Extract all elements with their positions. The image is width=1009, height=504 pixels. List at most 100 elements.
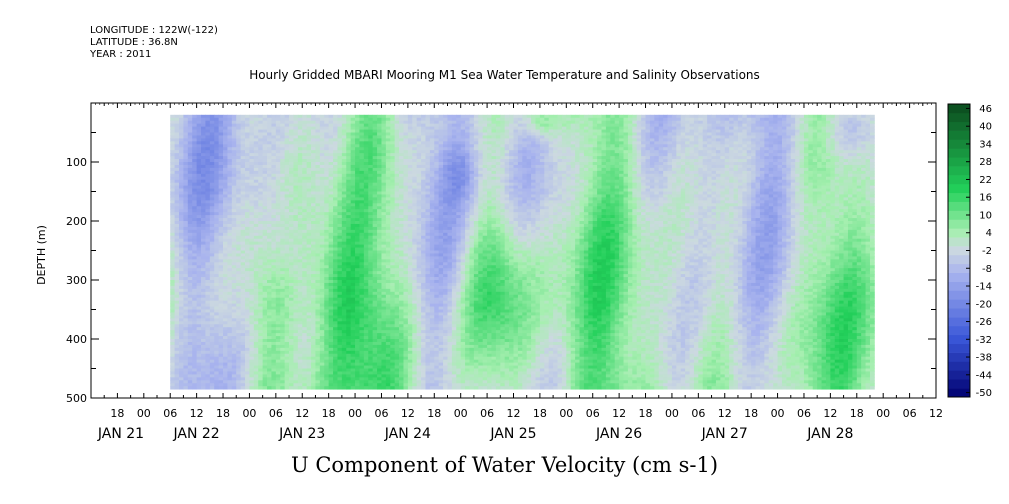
heatmap-cell bbox=[284, 380, 290, 384]
heatmap-cell bbox=[328, 253, 334, 257]
heatmap-cell bbox=[218, 374, 224, 378]
heatmap-cell bbox=[218, 271, 224, 275]
heatmap-cell bbox=[289, 344, 294, 349]
heatmap-cell bbox=[271, 203, 277, 207]
heatmap-cell bbox=[324, 297, 330, 302]
heatmap-cell bbox=[262, 164, 268, 169]
heatmap-cell bbox=[253, 229, 259, 234]
heatmap-cell bbox=[346, 259, 352, 263]
heatmap-cell bbox=[262, 223, 268, 228]
heatmap-cell bbox=[350, 271, 356, 275]
heatmap-cell bbox=[341, 353, 347, 358]
heatmap-cell bbox=[174, 368, 180, 372]
heatmap-cell bbox=[187, 277, 193, 281]
heatmap-cell bbox=[359, 188, 365, 192]
heatmap-cell bbox=[284, 282, 290, 287]
heatmap-cell bbox=[293, 365, 299, 369]
heatmap-cell bbox=[280, 374, 286, 378]
heatmap-cell bbox=[399, 185, 404, 189]
heatmap-cell bbox=[289, 132, 294, 136]
heatmap-cell bbox=[337, 120, 343, 125]
heatmap-cell bbox=[324, 262, 330, 266]
heatmap-cell bbox=[187, 371, 193, 375]
heatmap-cell bbox=[214, 135, 220, 139]
heatmap-cell bbox=[258, 114, 264, 119]
heatmap-cell bbox=[209, 162, 215, 166]
heatmap-cell bbox=[385, 374, 391, 378]
heatmap-cell bbox=[302, 315, 308, 319]
heatmap-cell bbox=[350, 247, 356, 251]
heatmap-cell bbox=[363, 265, 369, 269]
heatmap-cell bbox=[381, 162, 387, 166]
heatmap-cell bbox=[192, 241, 198, 245]
heatmap-cell bbox=[227, 365, 233, 369]
heatmap-cell bbox=[262, 114, 268, 119]
heatmap-cell bbox=[253, 212, 259, 216]
heatmap-cell bbox=[245, 262, 250, 266]
heatmap-cell bbox=[311, 285, 316, 290]
heatmap-cell bbox=[192, 294, 198, 299]
heatmap-cell bbox=[223, 259, 228, 263]
heatmap-cell bbox=[289, 350, 294, 355]
heatmap-cell bbox=[381, 341, 387, 346]
heatmap-cell bbox=[319, 386, 325, 390]
heatmap-cell bbox=[385, 226, 391, 231]
heatmap-cell bbox=[223, 244, 228, 248]
heatmap-cell bbox=[390, 274, 396, 278]
heatmap-cell bbox=[179, 288, 184, 293]
heatmap-cell bbox=[280, 333, 286, 337]
heatmap-cell bbox=[399, 383, 404, 387]
heatmap-cell bbox=[205, 330, 211, 334]
heatmap-cell bbox=[174, 306, 180, 310]
heatmap-cell bbox=[249, 282, 255, 287]
heatmap-cell bbox=[350, 170, 356, 175]
heatmap-cell bbox=[262, 347, 268, 352]
heatmap-cell bbox=[337, 306, 343, 310]
heatmap-cell bbox=[205, 212, 211, 216]
heatmap-cell bbox=[227, 179, 233, 184]
heatmap-cell bbox=[275, 114, 281, 119]
heatmap-cell bbox=[196, 153, 202, 157]
heatmap-cell bbox=[223, 368, 228, 372]
heatmap-cell bbox=[377, 191, 382, 195]
heatmap-cell bbox=[240, 380, 246, 384]
heatmap-cell bbox=[381, 167, 387, 172]
heatmap-cell bbox=[262, 330, 268, 334]
heatmap-cell bbox=[394, 215, 400, 219]
heatmap-cell bbox=[170, 232, 176, 237]
heatmap-cell bbox=[170, 218, 176, 222]
heatmap-cell bbox=[236, 374, 242, 378]
heatmap-cell bbox=[372, 356, 378, 361]
heatmap-cell bbox=[324, 129, 330, 133]
heatmap-cell bbox=[223, 353, 228, 358]
heatmap-cell bbox=[170, 250, 176, 254]
heatmap-cell bbox=[275, 200, 281, 204]
heatmap-cell bbox=[355, 135, 360, 139]
heatmap-cell bbox=[359, 194, 365, 198]
heatmap-cell bbox=[170, 344, 176, 349]
heatmap-cell bbox=[341, 374, 347, 378]
heatmap-cell bbox=[231, 247, 237, 251]
heatmap-cell bbox=[328, 159, 334, 163]
heatmap-cell bbox=[372, 347, 378, 352]
heatmap-cell bbox=[201, 341, 206, 346]
heatmap-cell bbox=[385, 229, 391, 234]
heatmap-cell bbox=[302, 188, 308, 192]
heatmap-cell bbox=[363, 185, 369, 189]
heatmap-cell bbox=[209, 244, 215, 248]
heatmap-cell bbox=[363, 268, 369, 272]
heatmap-cell bbox=[192, 209, 198, 213]
heatmap-cell bbox=[218, 250, 224, 254]
heatmap-cell bbox=[359, 226, 365, 231]
heatmap-cell bbox=[368, 194, 374, 198]
heatmap-cell bbox=[280, 153, 286, 157]
heatmap-cell bbox=[209, 179, 215, 184]
heatmap-cell bbox=[209, 138, 215, 142]
heatmap-cell bbox=[324, 386, 330, 390]
heatmap-cell bbox=[341, 135, 347, 139]
heatmap-cell bbox=[368, 324, 374, 328]
heatmap-cell bbox=[372, 135, 378, 139]
heatmap-cell bbox=[319, 277, 325, 281]
heatmap-cell bbox=[346, 253, 352, 257]
heatmap-cell bbox=[377, 324, 382, 328]
